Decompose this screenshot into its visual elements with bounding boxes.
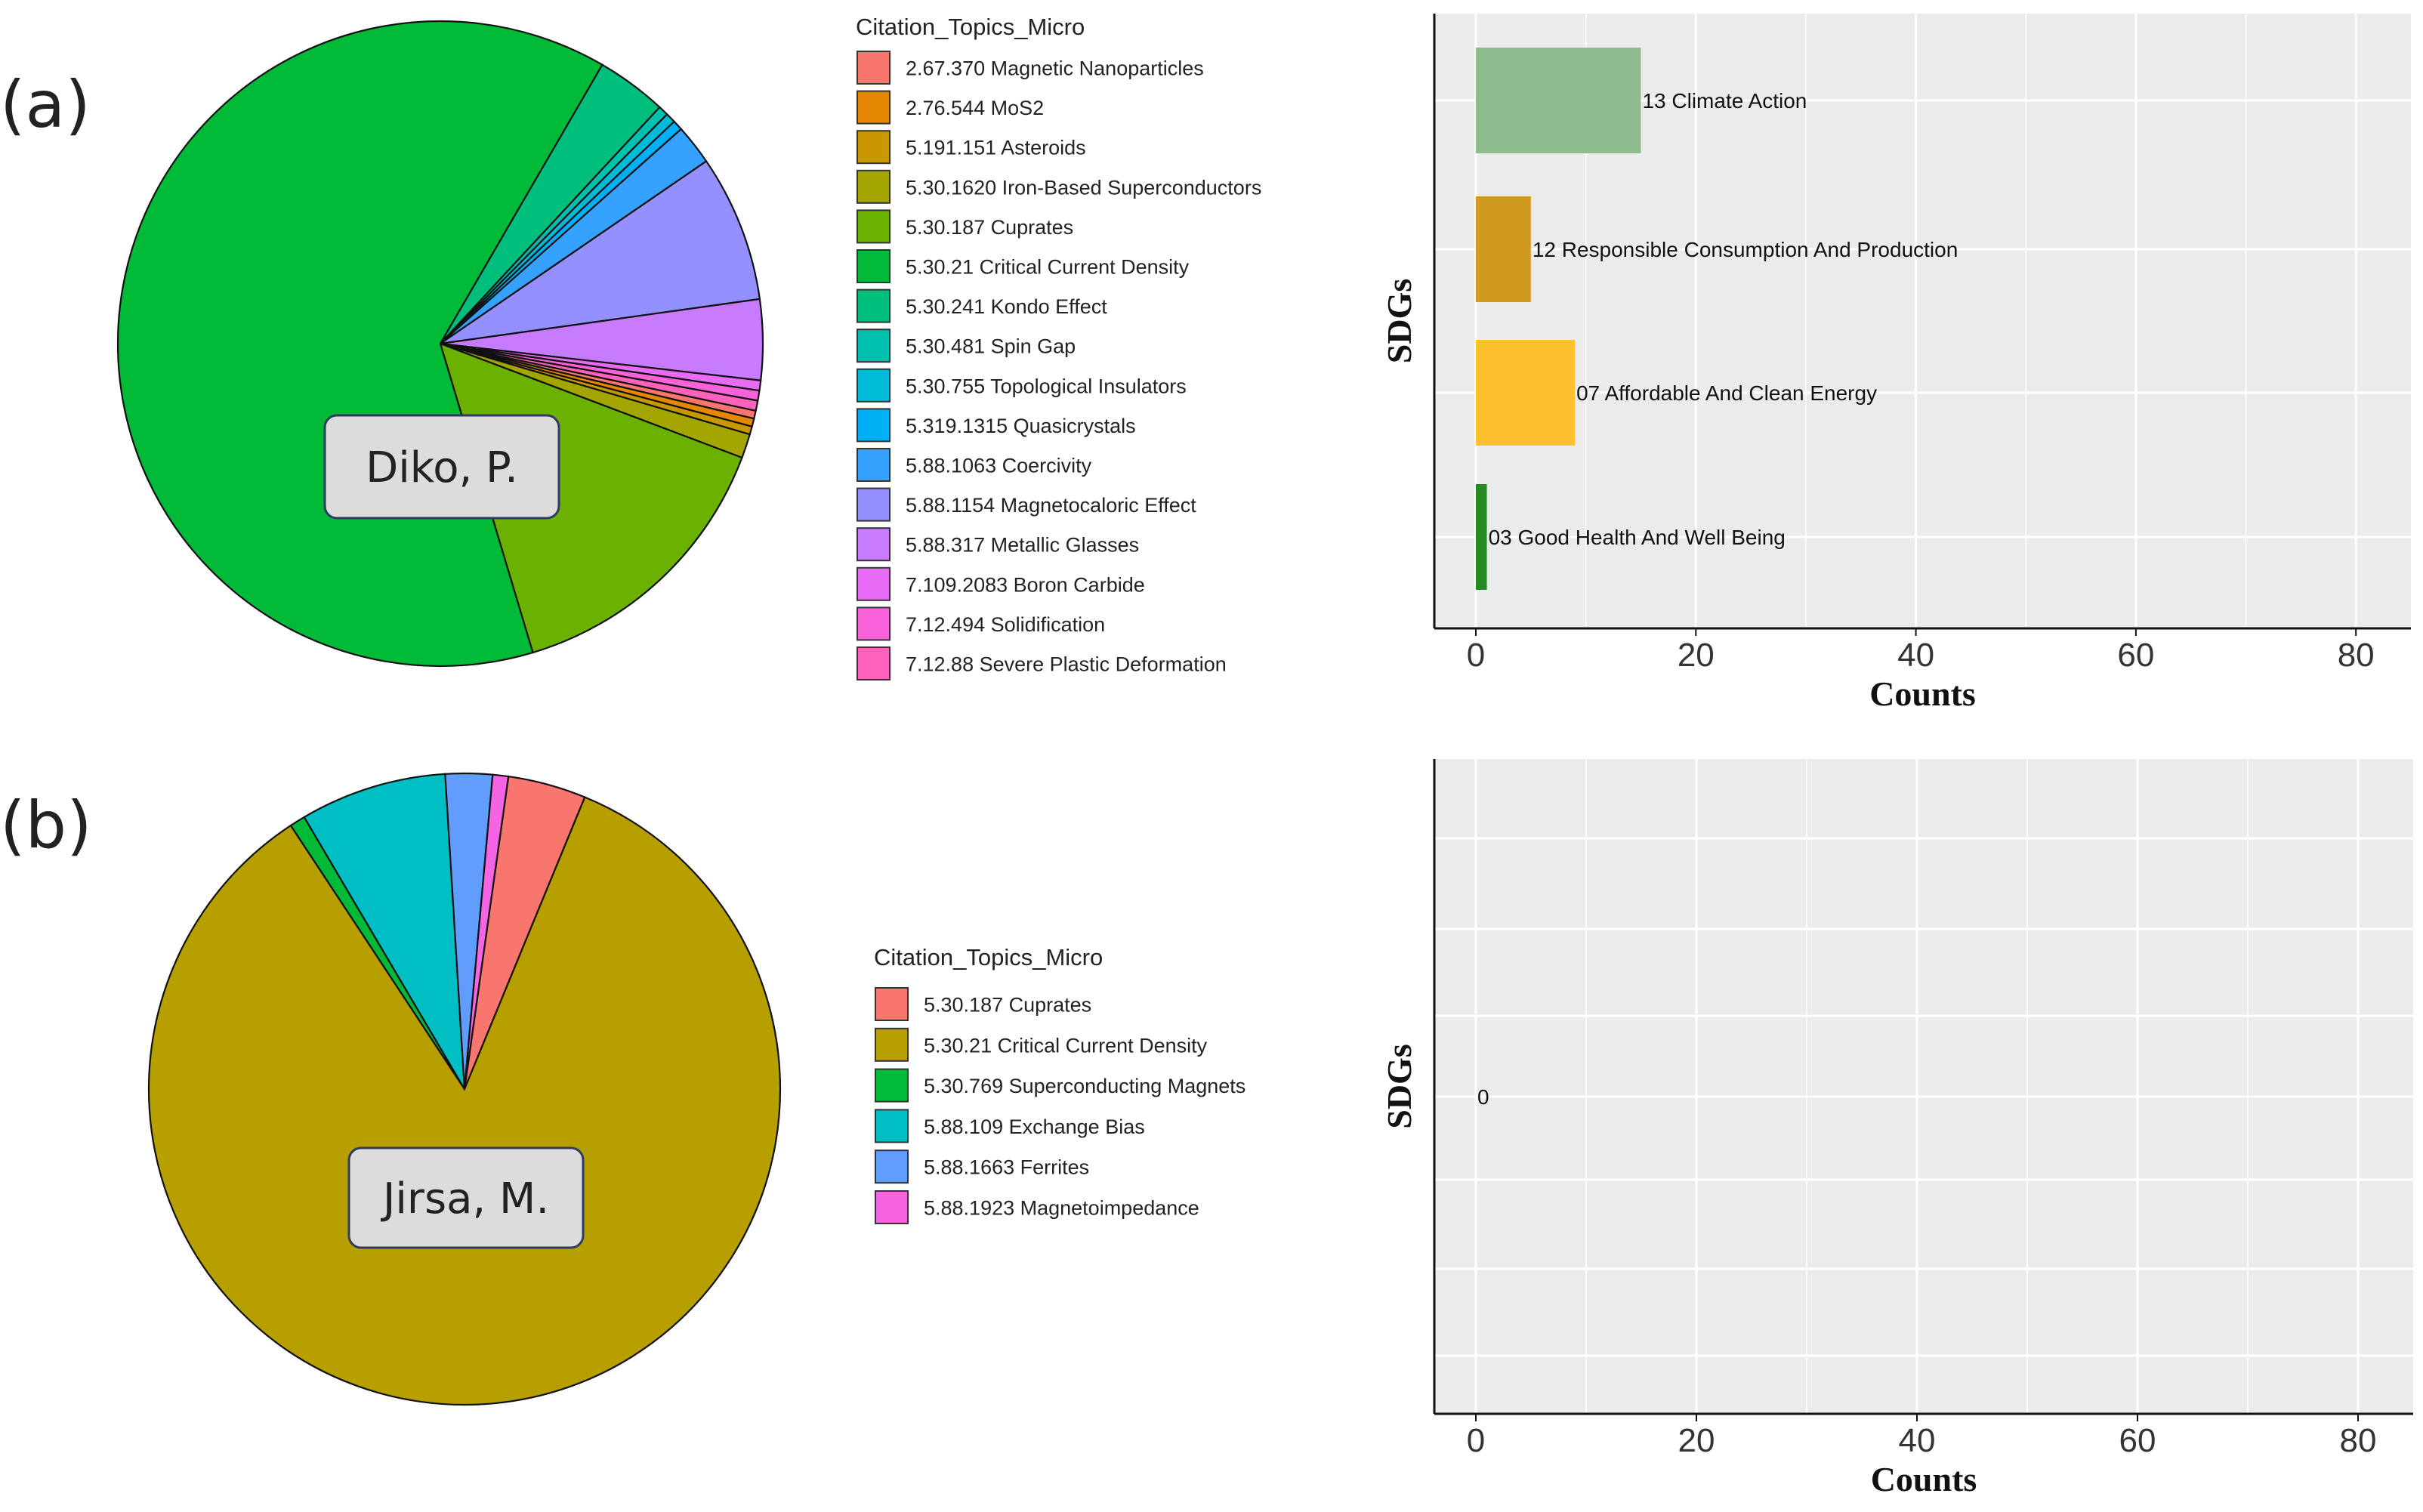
- author-label-box: [323, 414, 560, 520]
- legend-label: 5.30.481 Spin Gap: [906, 335, 1076, 358]
- legend-label: 7.12.88 Severe Plastic Deformation: [906, 653, 1227, 676]
- legend-label: 5.30.1620 Iron-Based Superconductors: [906, 176, 1261, 199]
- pie-slice: [440, 342, 759, 412]
- x-tick-label: 80: [2338, 637, 2375, 674]
- legend-swatch: [857, 249, 890, 283]
- legend-label: 2.76.544 MoS2: [906, 97, 1044, 119]
- legend-label: 7.12.494 Solidification: [906, 613, 1105, 636]
- legend-swatch: [857, 329, 890, 363]
- pie-slice: [463, 773, 510, 1090]
- pie-slice: [440, 159, 761, 345]
- legend-label: 5.30.187 Cuprates: [906, 216, 1073, 239]
- x-tick-label: 20: [1678, 1422, 1715, 1459]
- legend-swatch: [857, 90, 890, 125]
- legend-swatch: [857, 527, 890, 562]
- legend-swatch: [875, 1027, 909, 1062]
- legend-swatch: [857, 606, 890, 641]
- legend-label: 5.88.317 Metallic Glasses: [906, 534, 1139, 557]
- legend-1: Citation_Topics_Micro 5.30.187 Cuprates 5.…: [874, 944, 1245, 1224]
- legend-label: 5.30.187 Cuprates: [924, 994, 1091, 1017]
- legend-swatch: [875, 1190, 909, 1224]
- panel-letter: (a): [0, 67, 91, 143]
- y-axis-title: SDGs: [1380, 279, 1418, 363]
- pie-slice: [303, 773, 466, 1090]
- x-tick-label: 0: [1467, 637, 1485, 674]
- pie-chart-0: Diko, P.: [116, 20, 764, 668]
- x-axis-title: Counts: [1869, 674, 1976, 713]
- legend-label: 5.88.1063 Coercivity: [906, 455, 1092, 477]
- legend-0: Citation_Topics_Micro 2.67.370 Magnetic N…: [856, 14, 1261, 680]
- bar-label: 03 Good Health And Well Being: [1489, 526, 1786, 549]
- x-tick-label: 80: [2340, 1422, 2377, 1459]
- legend-swatch: [875, 1109, 909, 1143]
- panel-letter: (b): [0, 788, 92, 863]
- legend-swatch: [857, 646, 890, 680]
- legend-label: 5.191.151 Asteroids: [906, 137, 1086, 159]
- x-axis-title: Counts: [1871, 1460, 1977, 1498]
- x-tick-label: 40: [1897, 637, 1934, 674]
- legend-label: 5.30.21 Critical Current Density: [924, 1034, 1208, 1057]
- legend-label: 5.319.1315 Quasicrystals: [906, 415, 1136, 437]
- legend-label: 5.88.1923 Magnetoimpedance: [924, 1197, 1199, 1220]
- legend-swatch: [857, 448, 890, 482]
- legend-label: 5.88.109 Exchange Bias: [924, 1115, 1145, 1138]
- x-tick-label: 40: [1899, 1422, 1936, 1459]
- legend-label: 7.109.2083 Boron Carbide: [906, 573, 1145, 596]
- legend-swatch: [857, 169, 890, 204]
- legend-swatch: [857, 209, 890, 244]
- legend-swatch: [857, 487, 890, 522]
- legend-label: 5.30.755 Topological Insulators: [906, 375, 1187, 397]
- legend-label: 5.30.769 Superconducting Magnets: [924, 1075, 1245, 1097]
- legend-title: Citation_Topics_Micro: [856, 14, 1085, 40]
- bar-label: 0: [1477, 1085, 1489, 1109]
- legend-swatch: [857, 408, 890, 443]
- plot-panel: [1434, 759, 2413, 1414]
- bar-chart-0: 13 Climate Action 12 Responsible Consumpt…: [1380, 14, 2411, 713]
- author-label: Jirsa, M.: [381, 1174, 549, 1223]
- x-tick-label: 60: [2117, 637, 2154, 674]
- x-tick-label: 0: [1467, 1422, 1485, 1459]
- legend-swatch: [857, 51, 890, 85]
- legend-swatch: [857, 130, 890, 165]
- bar-chart-1: 0 0 20 40 60 80 Counts SDGs: [1380, 759, 2413, 1498]
- pie-slice: [147, 796, 782, 1406]
- x-tick-label: 20: [1678, 637, 1715, 674]
- legend-label: 5.30.241 Kondo Effect: [906, 295, 1107, 318]
- legend-title: Citation_Topics_Micro: [874, 944, 1103, 970]
- bar-label: 12 Responsible Consumption And Productio…: [1533, 238, 1958, 261]
- bar-label: 13 Climate Action: [1642, 89, 1807, 113]
- legend-label: 5.30.21 Critical Current Density: [906, 256, 1190, 279]
- legend-swatch: [875, 1068, 909, 1103]
- bar: [1476, 48, 1641, 153]
- bar-label: 07 Affordable And Clean Energy: [1576, 381, 1877, 405]
- legend-label: 5.88.1154 Magnetocaloric Effect: [906, 494, 1196, 517]
- bar: [1476, 340, 1576, 446]
- legend-swatch: [857, 289, 890, 323]
- legend-label: 2.67.370 Magnetic Nanoparticles: [906, 57, 1204, 80]
- legend-swatch: [857, 566, 890, 601]
- bar: [1476, 484, 1487, 590]
- legend-swatch: [875, 987, 909, 1021]
- author-label-box: [347, 1146, 585, 1249]
- x-tick-label: 60: [2119, 1422, 2156, 1459]
- bar: [1476, 196, 1531, 302]
- legend-swatch: [857, 368, 890, 403]
- author-label: Diko, P.: [366, 443, 518, 492]
- y-axis-title: SDGs: [1380, 1044, 1418, 1128]
- pie-chart-1: Jirsa, M.: [147, 772, 782, 1406]
- legend-swatch: [875, 1149, 909, 1184]
- legend-label: 5.88.1663 Ferrites: [924, 1156, 1089, 1179]
